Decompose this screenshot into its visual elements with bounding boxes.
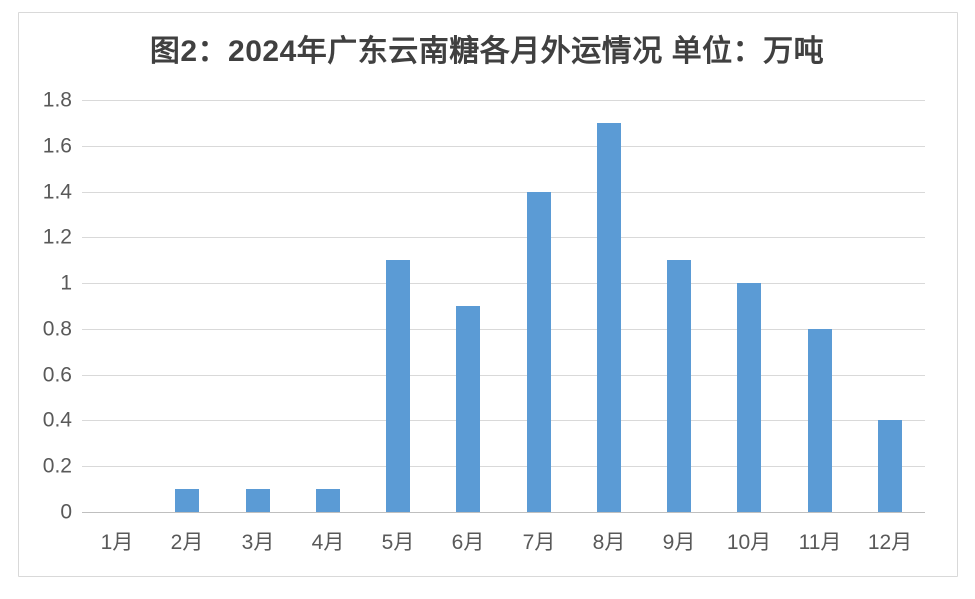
- bar: [246, 489, 270, 512]
- bar: [527, 192, 551, 512]
- y-axis-tick-label: 1: [60, 271, 72, 295]
- y-axis-tick-label: 1.4: [42, 180, 72, 204]
- x-axis-tick-label: 12月: [867, 531, 913, 554]
- x-axis-tick-label: 5月: [381, 531, 415, 554]
- bar: [597, 123, 621, 512]
- bar: [737, 283, 761, 512]
- bar: [456, 306, 480, 512]
- x-axis-tick-label: 9月: [662, 531, 696, 554]
- y-axis-tick-label: 0.6: [42, 363, 72, 387]
- x-axis-tick-label: 1月: [100, 531, 134, 554]
- gridline: [82, 100, 925, 101]
- gridline: [82, 375, 925, 376]
- y-axis-tick-label: 1.8: [42, 88, 72, 112]
- x-axis-line: [82, 512, 925, 513]
- gridline: [82, 466, 925, 467]
- chart-frame: [18, 12, 958, 577]
- gridline: [82, 146, 925, 147]
- x-axis-tick-label: 10月: [726, 531, 772, 554]
- x-axis-tick-label: 2月: [170, 531, 204, 554]
- x-axis-tick-label: 6月: [451, 531, 485, 554]
- gridline: [82, 283, 925, 284]
- x-axis-tick-label: 11月: [798, 531, 842, 554]
- bar: [316, 489, 340, 512]
- gridline: [82, 192, 925, 193]
- y-axis-tick-label: 1.2: [42, 225, 72, 249]
- x-axis-tick-label: 4月: [311, 531, 345, 554]
- bar: [808, 329, 832, 512]
- x-axis-tick-label: 7月: [522, 531, 556, 554]
- x-axis-tick-label: 3月: [241, 531, 275, 554]
- x-axis-tick-label: 8月: [592, 531, 626, 554]
- bar: [175, 489, 199, 512]
- y-axis-tick-label: 1.6: [42, 134, 72, 158]
- gridline: [82, 329, 925, 330]
- gridline: [82, 237, 925, 238]
- gridline: [82, 420, 925, 421]
- chart-title: 图2：2024年广东云南糖各月外运情况 单位：万吨: [149, 35, 825, 68]
- y-axis-tick-label: 0: [60, 500, 72, 524]
- y-axis-tick-label: 0.2: [42, 454, 72, 478]
- bar: [667, 260, 691, 512]
- bar: [878, 420, 902, 512]
- y-axis-tick-label: 0.4: [42, 408, 72, 432]
- y-axis-tick-label: 0.8: [42, 317, 72, 341]
- bar: [386, 260, 410, 512]
